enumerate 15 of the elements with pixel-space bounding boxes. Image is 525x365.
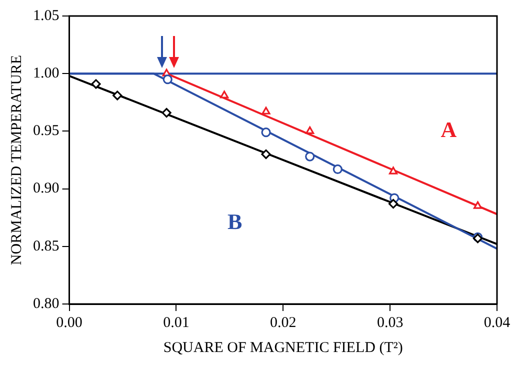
x-tick-label: 0.03 <box>376 314 404 331</box>
x-tick-label: 0.01 <box>163 314 190 331</box>
annotation: A <box>440 116 457 142</box>
x-axis-title: SQUARE OF MAGNETIC FIELD (T²) <box>163 340 403 356</box>
annotation: B <box>227 209 242 234</box>
x-tick-label: 0.00 <box>56 314 82 331</box>
x-tick-label: 0.04 <box>484 314 511 331</box>
y-tick-label: 0.95 <box>33 123 60 140</box>
y-tick-label: 1.00 <box>33 66 60 82</box>
y-tick-label: 0.90 <box>33 180 60 197</box>
y-tick-label: 1.05 <box>33 8 60 24</box>
y-axis-title: NORMALIZED TEMPERATURE <box>8 54 25 266</box>
x-tick-label: 0.02 <box>270 314 296 331</box>
y-tick-label: 0.85 <box>33 238 60 254</box>
y-tick-label: 0.80 <box>33 296 60 312</box>
